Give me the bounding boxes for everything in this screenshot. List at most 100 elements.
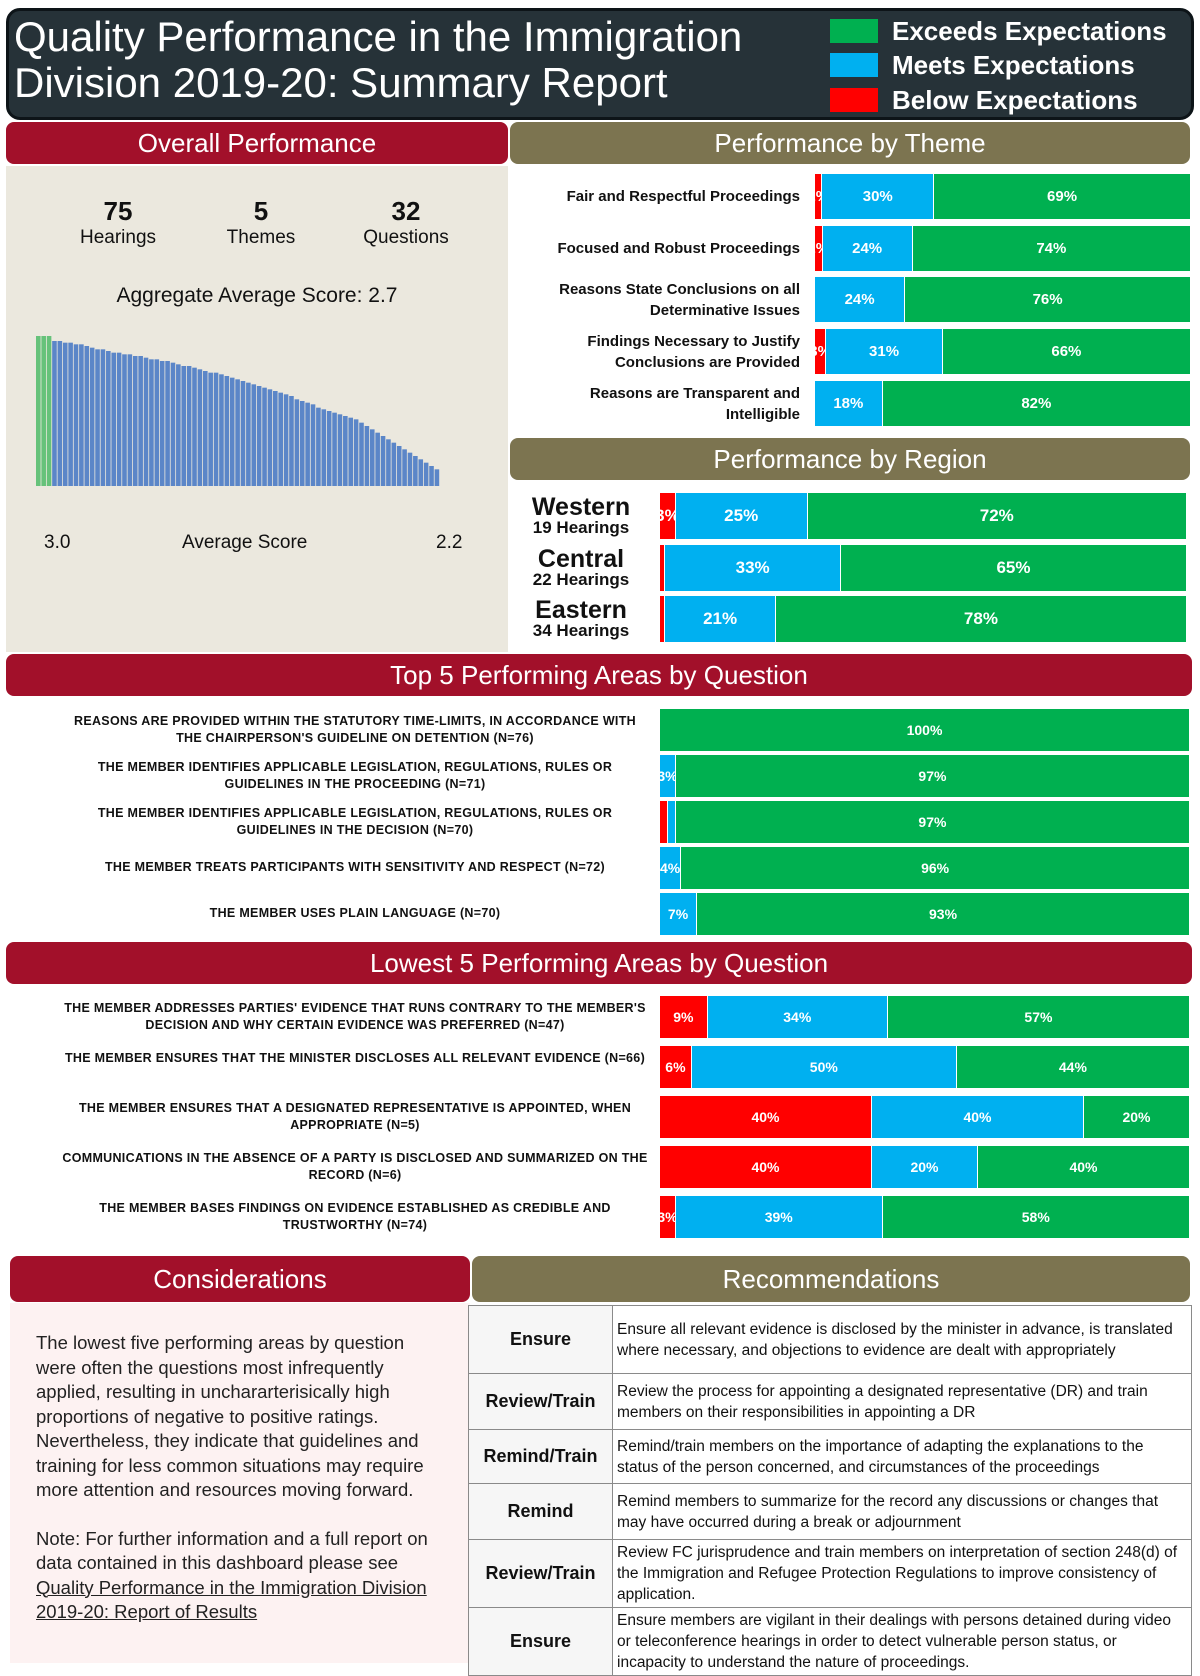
score-bar bbox=[36, 336, 41, 486]
rec-row: Ensure Ensure members are vigilant in the… bbox=[468, 1607, 1192, 1676]
rec-action: Ensure bbox=[468, 1607, 613, 1676]
score-bar bbox=[116, 352, 122, 486]
recommendations-table: Ensure Ensure all relevant evidence is di… bbox=[468, 1305, 1192, 1676]
score-bar bbox=[429, 466, 434, 486]
rec-row: Review/Train Review the process for appoi… bbox=[468, 1373, 1192, 1430]
legend-below: Below Expectations bbox=[830, 85, 1138, 115]
score-bar bbox=[224, 376, 230, 486]
score-bar bbox=[348, 417, 354, 486]
score-bar bbox=[197, 369, 203, 486]
stacked-bar: 100% bbox=[660, 709, 1190, 751]
top5-heading: Top 5 Performing Areas by Question bbox=[6, 654, 1192, 696]
question-label: REASONS ARE PROVIDED WITHIN THE STATUTOR… bbox=[74, 714, 636, 745]
seg-exceeds: 40% bbox=[978, 1146, 1190, 1188]
considerations-body: The lowest five performing areas by ques… bbox=[10, 1303, 470, 1663]
low5-heading: Lowest 5 Performing Areas by Question bbox=[6, 942, 1192, 984]
seg-meets: 21% bbox=[665, 596, 776, 642]
score-bar bbox=[202, 371, 208, 486]
region-name: Central bbox=[537, 545, 625, 573]
rec-action: Remind bbox=[468, 1483, 613, 1540]
score-bar bbox=[100, 349, 106, 486]
legend-label-exceeds: Exceeds Expectations bbox=[892, 15, 1167, 46]
seg-meets: 30% bbox=[822, 174, 935, 219]
seg-below: 2% bbox=[807, 174, 829, 219]
score-bar bbox=[79, 344, 84, 486]
legend-meets: Meets Expectations bbox=[830, 50, 1135, 80]
rec-row: Review/Train Review FC jurisprudence and … bbox=[468, 1539, 1192, 1608]
score-bar bbox=[213, 372, 219, 486]
stat-themes-label: Themes bbox=[226, 227, 296, 248]
score-bar bbox=[316, 407, 321, 486]
seg-exceeds: 44% bbox=[956, 1046, 1190, 1088]
score-bar bbox=[326, 411, 332, 486]
seg-exceeds: 66% bbox=[942, 329, 1191, 374]
stacked-bar: 3% 39% 58% bbox=[657, 1196, 1190, 1238]
score-bar bbox=[407, 452, 413, 486]
legend-exceeds: Exceeds Expectations bbox=[830, 16, 1167, 46]
question-label: COMMUNICATIONS IN THE ABSENCE OF A PARTY… bbox=[62, 1151, 648, 1182]
score-bar bbox=[208, 372, 213, 486]
score-bar bbox=[273, 391, 278, 486]
question-label: THE MEMBER ADDRESSES PARTIES' EVIDENCE T… bbox=[64, 1001, 646, 1032]
score-bar bbox=[41, 336, 46, 486]
theme-label: Fair and Respectful Proceedings bbox=[566, 188, 800, 205]
region-heading: Performance by Region bbox=[510, 438, 1190, 480]
score-bar bbox=[62, 342, 68, 486]
overall-heading: Overall Performance bbox=[6, 122, 508, 164]
region-hearings: 34 Hearings bbox=[532, 621, 630, 640]
rec-text: Ensure all relevant evidence is disclose… bbox=[612, 1305, 1192, 1374]
stacked-bar: 21% 78% bbox=[660, 596, 1187, 642]
overall-panel: 75 Hearings 5 Themes 32 Questions Aggreg… bbox=[6, 166, 508, 652]
theme-heading-text: Performance by Theme bbox=[714, 127, 986, 158]
score-bar bbox=[143, 357, 149, 486]
score-bar bbox=[321, 409, 327, 486]
score-bar bbox=[418, 459, 424, 486]
theme-label: Focused and Robust Proceedings bbox=[557, 240, 800, 257]
stacked-bar: 7% 93% bbox=[660, 893, 1190, 935]
score-bar bbox=[138, 356, 143, 486]
seg-below bbox=[660, 545, 666, 591]
score-bar bbox=[262, 387, 267, 486]
question-label: THE MEMBER USES PLAIN LANGUAGE (N=70) bbox=[209, 906, 501, 920]
seg-below: 9% bbox=[660, 996, 708, 1038]
score-bar bbox=[68, 342, 73, 486]
rec-action: Review/Train bbox=[468, 1373, 613, 1430]
score-bar bbox=[111, 352, 116, 486]
score-bar bbox=[396, 446, 402, 486]
legend-swatch-exceeds bbox=[830, 19, 878, 43]
score-bar bbox=[106, 351, 111, 486]
seg-exceeds: 69% bbox=[934, 174, 1191, 219]
seg-meets: 24% bbox=[822, 226, 913, 271]
stat-questions-label: Questions bbox=[363, 227, 449, 248]
score-bar bbox=[380, 436, 386, 486]
seg-below: 40% bbox=[660, 1096, 872, 1138]
seg-exceeds: 65% bbox=[840, 545, 1187, 591]
legend-swatch-below bbox=[830, 88, 878, 112]
rec-text: Ensure members are vigilant in their dea… bbox=[612, 1607, 1192, 1676]
rec-row: Remind Remind members to summarize for th… bbox=[468, 1483, 1192, 1540]
region-hearings: 22 Hearings bbox=[532, 570, 630, 589]
report-title: Quality Performance in the Immigration D… bbox=[14, 14, 814, 106]
score-bar bbox=[353, 419, 359, 486]
score-bar bbox=[95, 349, 100, 486]
score-bar bbox=[186, 366, 192, 486]
theme-label: Reasons are Transparent and Intelligible bbox=[589, 385, 800, 423]
question-label: THE MEMBER IDENTIFIES APPLICABLE LEGISLA… bbox=[97, 806, 613, 837]
stacked-bar: 40% 20% 40% bbox=[660, 1146, 1190, 1188]
score-bar bbox=[289, 396, 294, 486]
score-bar bbox=[127, 354, 133, 486]
seg-below: 3% bbox=[655, 493, 680, 539]
score-bar bbox=[364, 426, 370, 486]
seg-below: 3% bbox=[657, 1196, 678, 1238]
stacked-bar: 3% 97% bbox=[657, 755, 1190, 797]
seg-exceeds: 57% bbox=[887, 996, 1190, 1038]
score-bar bbox=[159, 361, 165, 486]
seg-below bbox=[660, 596, 666, 642]
score-bar bbox=[57, 341, 63, 486]
question-label: THE MEMBER TREATS PARTICIPANTS WITH SENS… bbox=[104, 860, 606, 874]
stat-hearings-value: 75 bbox=[103, 196, 133, 226]
score-bar bbox=[176, 364, 181, 486]
score-bar bbox=[122, 354, 127, 486]
report-link[interactable]: Quality Performance in the Immigration D… bbox=[36, 1576, 427, 1623]
legend-swatch-meets bbox=[830, 53, 878, 77]
